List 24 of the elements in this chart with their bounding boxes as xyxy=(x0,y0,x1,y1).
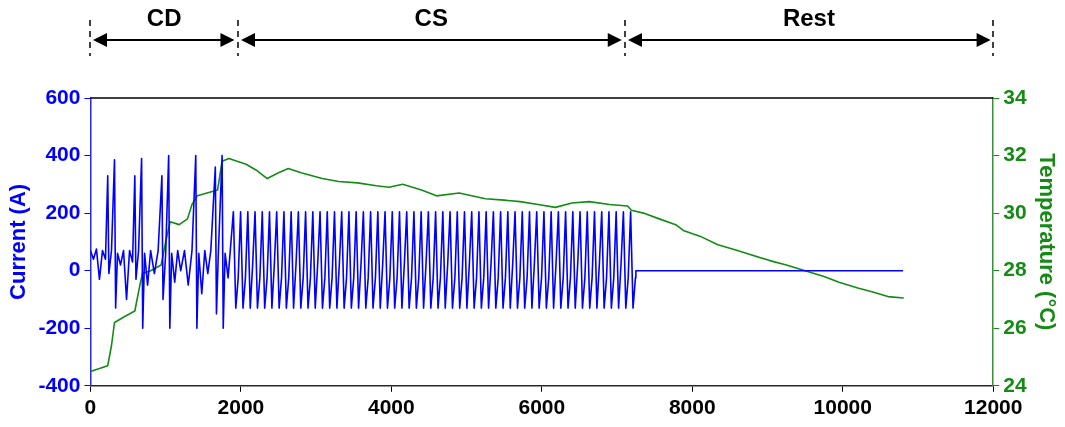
y-tick-label: 0 xyxy=(68,257,81,281)
x-tick-label: 6000 xyxy=(518,395,566,419)
y-tick-label: 400 xyxy=(45,142,81,166)
x-tick-label: 4000 xyxy=(368,395,415,419)
y2-tick-label: 32 xyxy=(1003,142,1027,166)
x-tick-label: 12000 xyxy=(964,395,1023,419)
text: Rest xyxy=(782,4,835,32)
y2-tick-label: 24 xyxy=(1003,372,1027,396)
text: CS xyxy=(414,4,448,32)
x-tick-label: 2000 xyxy=(217,395,265,419)
x-tick-label: 8000 xyxy=(668,395,716,419)
x-tick-label: 0 xyxy=(84,395,97,419)
y2-tick-label: 34 xyxy=(1003,84,1027,108)
x-tick-label: 10000 xyxy=(813,395,872,419)
y-tick-label: 600 xyxy=(45,84,81,108)
y2-tick-label: 28 xyxy=(1003,257,1027,281)
y2-tick-label: 26 xyxy=(1003,315,1027,339)
y-tick-label: 200 xyxy=(45,199,81,223)
y2-tick-label: 30 xyxy=(1003,199,1027,223)
y-tick-label: -200 xyxy=(38,315,81,339)
text: CD xyxy=(146,4,182,32)
y2-axis-title: Temperature (°C) xyxy=(1034,153,1060,331)
y-tick-label: -400 xyxy=(38,372,81,396)
y-axis-title: Current (A) xyxy=(5,183,31,300)
